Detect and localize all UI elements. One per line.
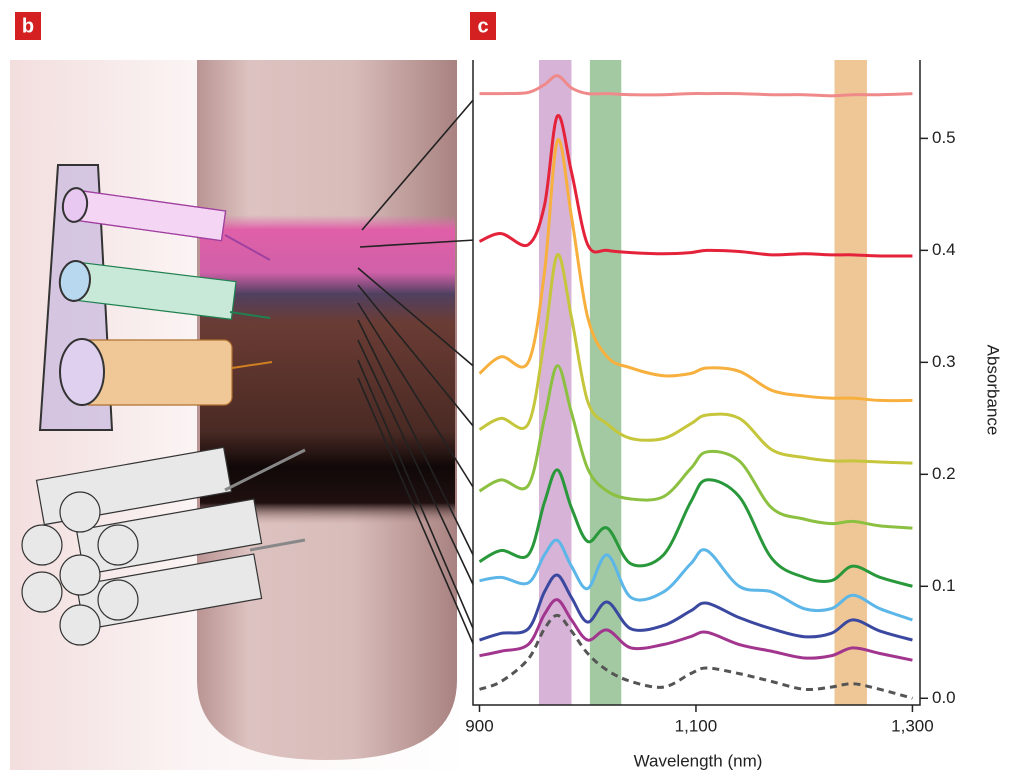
panel-label: c <box>477 15 488 37</box>
spectrum-line <box>478 613 913 700</box>
x-axis-title: Wavelength (nm) <box>634 751 763 770</box>
spectrum-line <box>478 253 913 465</box>
panel-label-box <box>15 12 41 40</box>
panel-label-box <box>470 12 496 40</box>
nanotubes <box>21 187 306 646</box>
spectrum-line <box>478 468 913 588</box>
spectrum-line <box>478 364 913 530</box>
y-tick-label: 0.0 <box>932 688 956 707</box>
highlight-band <box>589 60 622 705</box>
x-tick-label: 1,100 <box>675 716 718 735</box>
spectrum-line <box>479 538 913 622</box>
x-tick-label: 1,300 <box>891 716 934 735</box>
spectrum-line <box>479 573 913 642</box>
connector-lines <box>357 91 481 656</box>
y-tick-label: 0.2 <box>932 464 956 483</box>
highlight-band <box>834 60 867 705</box>
y-axis-title: Absorbance <box>984 345 1003 436</box>
y-tick-label: 0.5 <box>932 128 956 147</box>
x-tick-label: 900 <box>465 716 493 735</box>
spectrum-line <box>478 138 913 403</box>
spectrum-line <box>479 74 913 98</box>
y-tick-label: 0.1 <box>932 576 956 595</box>
spectrum-line <box>479 598 913 662</box>
panel-label: b <box>22 15 34 37</box>
y-tick-label: 0.3 <box>932 352 956 371</box>
spectrum-line <box>478 114 913 258</box>
y-tick-label: 0.4 <box>932 240 956 259</box>
